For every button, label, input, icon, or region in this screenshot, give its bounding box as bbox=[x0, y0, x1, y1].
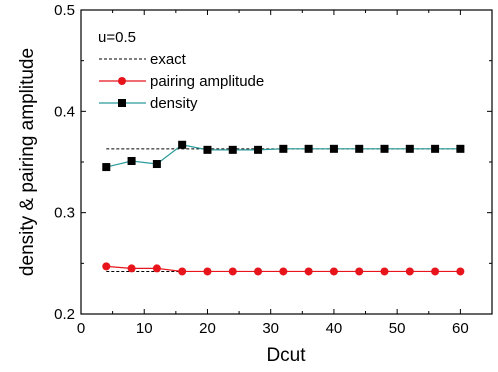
density-point bbox=[178, 140, 187, 149]
legend-density-label: density bbox=[150, 95, 198, 112]
density-point bbox=[127, 156, 136, 165]
legend-exact-label: exact bbox=[150, 51, 187, 68]
density-point bbox=[203, 145, 212, 154]
density-point bbox=[254, 145, 263, 154]
pairing-amplitude-point bbox=[405, 267, 414, 276]
pairing-amplitude-point bbox=[304, 267, 313, 276]
series-layer bbox=[102, 140, 465, 276]
pairing-amplitude-point bbox=[203, 267, 212, 276]
legend-density-marker bbox=[118, 99, 126, 107]
pairing-amplitude-point bbox=[228, 267, 237, 276]
density-point bbox=[304, 144, 313, 153]
density-point bbox=[102, 163, 111, 172]
pairing-amplitude-point bbox=[254, 267, 263, 276]
x-tick-label: 60 bbox=[452, 320, 469, 337]
pairing-amplitude-point bbox=[431, 267, 440, 276]
x-tick-label: 0 bbox=[77, 320, 85, 337]
density-point bbox=[228, 145, 237, 154]
pairing-amplitude-point bbox=[102, 262, 111, 271]
density-point bbox=[329, 144, 338, 153]
legend-pairing-marker bbox=[118, 77, 126, 85]
y-tick-label: 0.2 bbox=[54, 306, 75, 323]
y-tick-label: 0.3 bbox=[54, 205, 75, 222]
x-axis-label: Dcut bbox=[266, 345, 306, 366]
density-point bbox=[152, 160, 161, 169]
pairing-amplitude-point bbox=[456, 267, 465, 276]
density-point bbox=[456, 144, 465, 153]
annotation-label: u=0.5 bbox=[98, 29, 136, 46]
x-tick-label: 20 bbox=[199, 320, 216, 337]
density-point bbox=[355, 144, 364, 153]
pairing-amplitude-point bbox=[152, 264, 161, 273]
pairing-amplitude-point bbox=[279, 267, 288, 276]
x-tick-label: 50 bbox=[389, 320, 406, 337]
y-tick-label: 0.4 bbox=[54, 103, 75, 120]
density-point bbox=[405, 144, 414, 153]
x-tick-label: 30 bbox=[262, 320, 279, 337]
pairing-amplitude-point bbox=[329, 267, 338, 276]
pairing-amplitude-point bbox=[178, 267, 187, 276]
pairing-amplitude-point bbox=[380, 267, 389, 276]
density-point bbox=[279, 144, 288, 153]
axes: 0 10 20 30 40 50 60 0.2 0.3 0.4 0.5 bbox=[54, 2, 493, 337]
density-point bbox=[380, 144, 389, 153]
density-point bbox=[431, 144, 440, 153]
y-axis-label: density & pairing amplitude bbox=[17, 48, 38, 276]
x-tick-label: 10 bbox=[136, 320, 153, 337]
legend: u=0.5 exact pairing amplitude density bbox=[98, 29, 264, 112]
legend-pairing-label: pairing amplitude bbox=[150, 73, 264, 90]
pairing-amplitude-point bbox=[355, 267, 364, 276]
y-tick-label: 0.5 bbox=[54, 2, 75, 19]
x-tick-label: 40 bbox=[326, 320, 343, 337]
pairing-amplitude-point bbox=[127, 264, 136, 273]
